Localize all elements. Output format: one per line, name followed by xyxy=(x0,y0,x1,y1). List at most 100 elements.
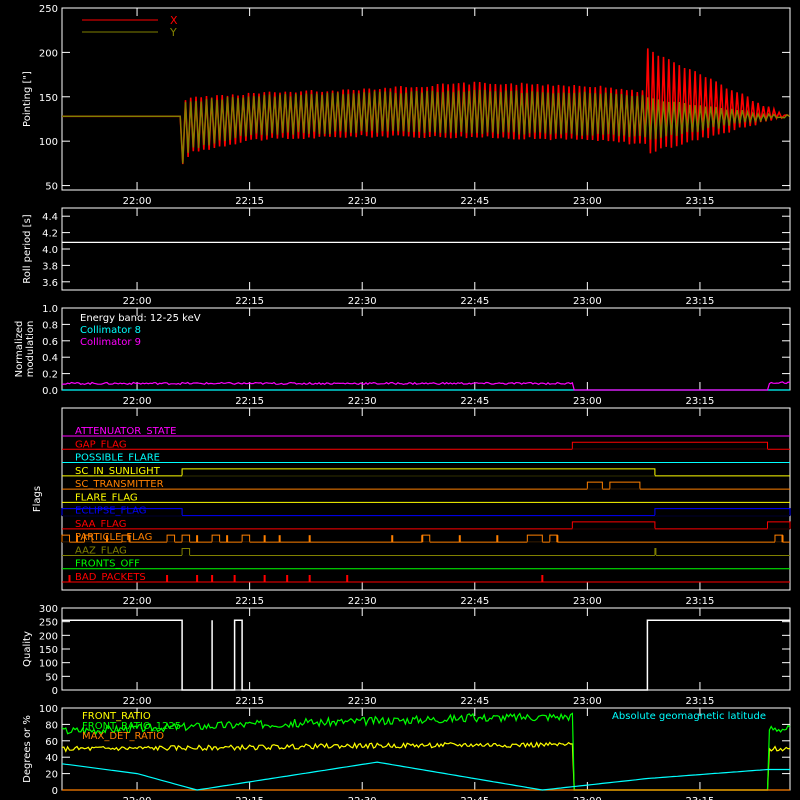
ylabel: Normalized xyxy=(14,321,25,378)
x-tick-label: 22:00 xyxy=(123,796,152,800)
x-tick-label: 22:45 xyxy=(460,196,489,207)
flag-label: PARTICLE_FLAG xyxy=(75,532,152,543)
ylabel: Flags xyxy=(32,486,43,512)
flag-label: ECLIPSE_FLAG xyxy=(75,506,146,517)
x-tick-label: 22:00 xyxy=(123,696,152,707)
flag-segment xyxy=(571,441,768,450)
legend-label: FRONT_RATIO_1225 xyxy=(82,721,181,732)
x-tick-label: 22:30 xyxy=(348,296,377,307)
x-tick-label: 23:00 xyxy=(573,196,602,207)
flag-segment xyxy=(166,534,176,543)
x-tick-label: 23:15 xyxy=(686,296,715,307)
x-tick-label: 23:15 xyxy=(686,396,715,407)
panel-4: Quality 22:00 22:15 22:30 22:45 23:00 23:15 0 50… xyxy=(22,604,791,707)
y-tick-label: 60 xyxy=(45,737,58,748)
flag-segment xyxy=(586,481,603,490)
panel-2: Normalized modulation 22:00 22:15 22:30 22:45… xyxy=(14,304,791,407)
y-tick-label: 300 xyxy=(39,604,58,615)
x-tick-label: 22:00 xyxy=(123,596,152,607)
x-tick-label: 22:15 xyxy=(235,596,264,607)
y-tick-label: 0 xyxy=(52,686,58,697)
x-tick-label: 22:30 xyxy=(348,196,377,207)
flag-segment xyxy=(181,547,191,556)
panel-5: Degrees or % 22:00 22:15 22:30 22:45 23:00 23:… xyxy=(22,704,791,800)
legend-label: Collimator 8 xyxy=(80,325,141,336)
x-tick-label: 22:45 xyxy=(460,696,489,707)
x-tick-label: 22:15 xyxy=(235,796,264,800)
flag-label: FRONTS_OFF xyxy=(75,559,140,570)
panel-0: Pointing ["] 22:00 22:15 22:30 22:45 23:00 23:… xyxy=(22,4,791,207)
annotation: Energy band: 12-25 keV xyxy=(80,313,201,324)
flag-segment xyxy=(766,521,791,529)
annotation: Absolute geomagnetic latitude xyxy=(612,711,766,722)
legend-label: MAX_DET_RATIO xyxy=(82,731,164,742)
ylabel: Degrees or % xyxy=(22,715,33,783)
y-tick-label: 3.6 xyxy=(42,278,58,289)
flag-label: SC_TRANSMITTER xyxy=(75,479,164,490)
x-tick-label: 22:30 xyxy=(348,696,377,707)
x-tick-label: 22:00 xyxy=(123,296,152,307)
y-tick-label: 0.2 xyxy=(42,370,58,381)
y-tick-label: 200 xyxy=(39,631,58,642)
y-tick-label: 250 xyxy=(39,4,58,15)
flag-label: SC_IN_SUNLIGHT xyxy=(75,466,161,477)
x-tick-label: 23:15 xyxy=(686,196,715,207)
ylabel: Quality xyxy=(22,631,33,667)
flag-segment xyxy=(571,521,656,529)
ylabel: Roll period [s] xyxy=(22,214,33,283)
y-tick-label: 0.6 xyxy=(42,337,58,348)
x-tick-label: 23:00 xyxy=(573,796,602,800)
flag-segment xyxy=(774,534,783,543)
x-tick-label: 22:30 xyxy=(348,796,377,800)
y-tick-label: 0 xyxy=(52,786,58,797)
flag-segment xyxy=(61,508,183,516)
flag-segment xyxy=(654,547,657,556)
x-tick-label: 22:45 xyxy=(460,396,489,407)
series-line xyxy=(62,619,790,691)
flag-segment xyxy=(84,534,93,543)
flag-segment xyxy=(526,534,543,543)
flag-label: ATTENUATOR_STATE xyxy=(75,426,176,437)
flag-segment xyxy=(241,534,251,543)
flag-segment xyxy=(654,508,791,516)
x-tick-label: 23:00 xyxy=(573,596,602,607)
y-tick-label: 50 xyxy=(45,182,58,193)
x-tick-label: 23:00 xyxy=(573,696,602,707)
series-Y xyxy=(62,89,790,164)
legend-label: FRONT_RATIO xyxy=(82,711,151,722)
series-line xyxy=(61,761,790,791)
y-tick-label: 3.8 xyxy=(42,261,58,272)
ylabel: Pointing ["] xyxy=(22,71,33,127)
x-tick-label: 22:00 xyxy=(123,396,152,407)
y-tick-label: 1.0 xyxy=(42,304,58,315)
y-tick-label: 4.0 xyxy=(42,245,58,256)
y-tick-label: 100 xyxy=(39,137,58,148)
flag-label: BAD_PACKETS xyxy=(75,572,146,583)
x-tick-label: 22:30 xyxy=(348,396,377,407)
x-tick-label: 23:15 xyxy=(686,696,715,707)
series-line xyxy=(61,381,791,391)
flag-segment xyxy=(421,534,431,543)
y-tick-label: 50 xyxy=(45,672,58,683)
panel-frame xyxy=(61,207,791,291)
x-tick-label: 22:15 xyxy=(235,196,264,207)
y-tick-label: 150 xyxy=(39,93,58,104)
x-tick-label: 23:00 xyxy=(573,296,602,307)
y-tick-label: 80 xyxy=(45,720,58,731)
legend-label: Collimator 9 xyxy=(80,337,141,348)
y-tick-label: 250 xyxy=(39,618,58,629)
y-tick-label: 0.4 xyxy=(42,353,58,364)
x-tick-label: 22:45 xyxy=(460,596,489,607)
flag-label: FLARE_FLAG xyxy=(75,492,138,503)
legend-label: X xyxy=(170,14,178,27)
x-tick-label: 23:00 xyxy=(573,396,602,407)
y-tick-label: 4.4 xyxy=(42,212,58,223)
y-tick-label: 100 xyxy=(39,659,58,670)
flag-segment xyxy=(181,534,191,543)
x-tick-label: 22:30 xyxy=(348,596,377,607)
y-tick-label: 0.0 xyxy=(42,386,58,397)
y-tick-label: 150 xyxy=(39,645,58,656)
x-tick-label: 22:15 xyxy=(235,696,264,707)
ylabel: modulation xyxy=(25,321,36,378)
